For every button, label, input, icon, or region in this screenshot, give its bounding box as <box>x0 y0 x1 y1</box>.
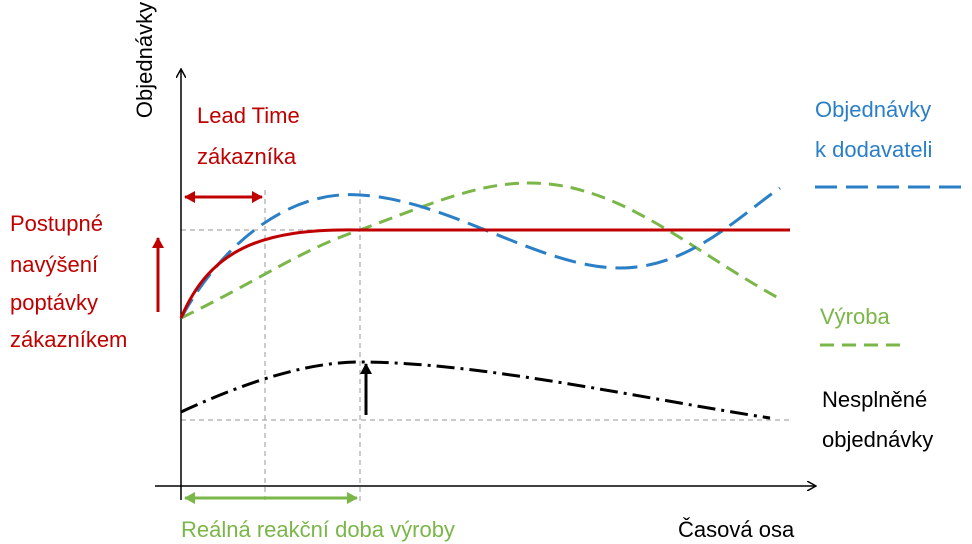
demand-curve <box>179 228 790 319</box>
annotation: Postupné <box>10 211 103 236</box>
annotation: Lead Time <box>197 103 300 128</box>
legend-label: objednávky <box>822 427 933 452</box>
legend-label: Objednávky <box>815 97 931 122</box>
x-axis-label: Časová osa <box>678 517 795 542</box>
unfulfilled-curve <box>180 360 771 420</box>
annotation: navýšení <box>10 252 98 277</box>
legend-label: Nesplněné <box>822 387 927 412</box>
legend-label: Výroba <box>820 304 890 329</box>
legend-label: k dodavateli <box>815 137 932 162</box>
annotation: poptávky <box>10 290 98 315</box>
production-curve <box>180 181 783 320</box>
y-axis-label: Objednávky <box>132 2 157 118</box>
annotation: zákazníkem <box>10 327 127 352</box>
supplier-orders-curve <box>179 186 781 319</box>
annotation: zákazníka <box>197 144 297 169</box>
annotation: Reálná reakční doba výroby <box>181 517 455 542</box>
